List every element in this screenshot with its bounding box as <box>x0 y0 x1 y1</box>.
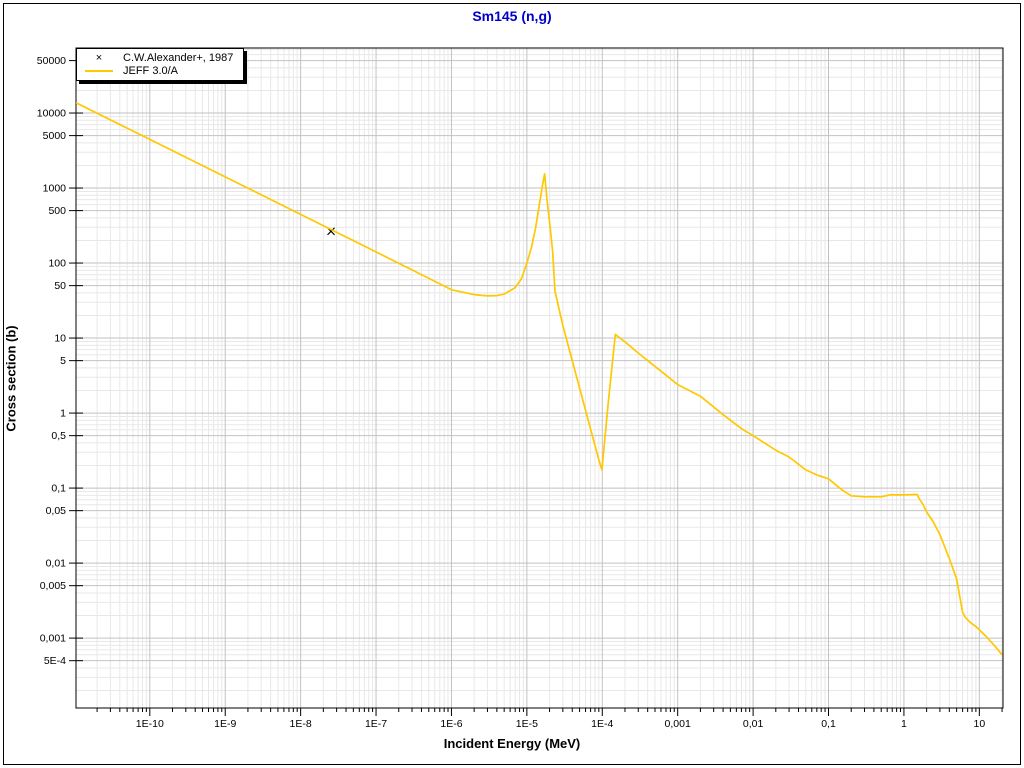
y-tick-label: 500 <box>48 205 66 217</box>
y-tick-label: 0,1 <box>51 483 66 495</box>
x-tick-label: 1E-7 <box>365 718 387 730</box>
y-tick-label: 1 <box>60 408 66 420</box>
x-tick-label: 0,1 <box>821 718 836 730</box>
y-tick-label: 0,001 <box>40 633 66 645</box>
legend-item-jeff: JEFF 3.0/A <box>83 64 233 77</box>
y-tick-label: 50 <box>54 280 66 292</box>
x-axis-title: Incident Energy (MeV) <box>443 736 581 751</box>
y-tick-label: 0,01 <box>46 558 67 570</box>
y-tick-label: 0,5 <box>51 430 66 442</box>
x-tick-label: 0,01 <box>743 718 764 730</box>
x-marker-icon: × <box>83 51 115 64</box>
x-tick-label: 1E-9 <box>214 718 236 730</box>
legend-item-experimental: × C.W.Alexander+, 1987 <box>83 51 234 64</box>
y-tick-label: 5000 <box>43 130 67 142</box>
y-tick-label: 5E-4 <box>44 655 66 667</box>
y-tick-label: 10000 <box>37 108 66 120</box>
y-tick-label: 100 <box>48 258 66 270</box>
jeff-line-swatch <box>85 69 113 72</box>
y-axis-title: Cross section (b) <box>3 325 19 432</box>
x-tick-label: 0,001 <box>665 718 691 730</box>
x-tick-label: 1E-6 <box>440 718 462 730</box>
x-tick-label: 1 <box>901 718 907 730</box>
x-tick-label: 1E-8 <box>290 718 312 730</box>
x-tick-label: 10 <box>973 718 985 730</box>
y-tick-label: 50000 <box>37 55 66 67</box>
legend: × C.W.Alexander+, 1987 JEFF 3.0/A <box>76 48 245 81</box>
y-tick-label: 10 <box>54 333 66 345</box>
x-marker-glyph: × <box>95 51 103 64</box>
legend-label-jeff: JEFF 3.0/A <box>123 64 179 77</box>
plot-frame <box>75 47 1004 709</box>
series-jeff-line <box>76 102 1003 656</box>
y-tick-label: 0,005 <box>40 580 66 592</box>
y-tick-label: 0,05 <box>46 505 67 517</box>
y-tick-label: 5 <box>60 355 66 367</box>
x-tick-label: 1E-10 <box>136 718 164 730</box>
y-tick-label: 1000 <box>43 183 67 195</box>
x-tick-label: 1E-5 <box>516 718 538 730</box>
line-marker-icon <box>83 69 115 72</box>
legend-label-experimental: C.W.Alexander+, 1987 <box>123 51 234 64</box>
chart-title: Sm145 (n,g) <box>472 8 552 24</box>
x-tick-label: 1E-4 <box>591 718 613 730</box>
